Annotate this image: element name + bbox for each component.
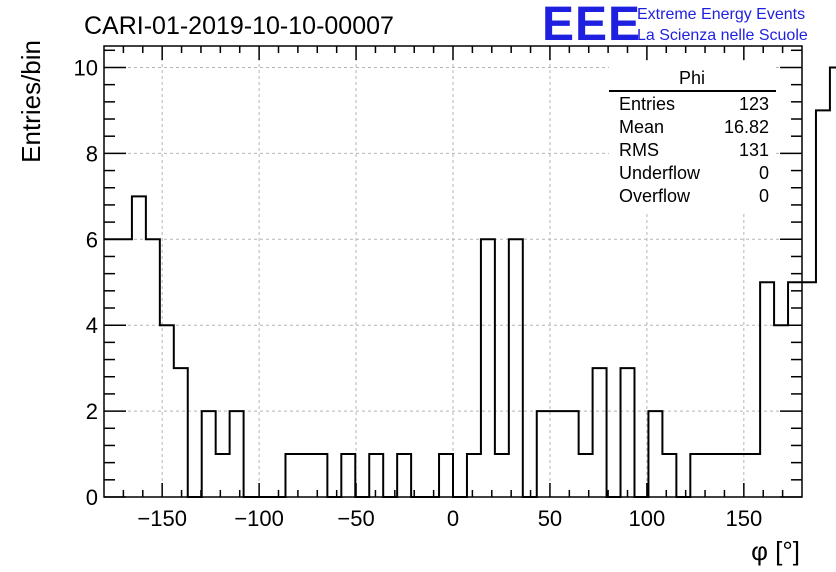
histogram-bin (704, 454, 718, 497)
histogram-bin (132, 196, 146, 497)
histogram-bin (802, 282, 816, 497)
x-axis-label: φ [°] (751, 536, 800, 566)
histogram-bin (593, 368, 607, 497)
histogram-bin (146, 239, 160, 497)
y-tick-label: 10 (74, 55, 98, 80)
stats-row-value: 0 (759, 163, 769, 183)
histogram-bin (579, 454, 593, 497)
logo-line-2: La Scienza nelle Scuole (637, 27, 808, 44)
y-tick-label: 4 (86, 313, 98, 338)
stats-row-value: 16.82 (724, 117, 769, 137)
histogram-bin (746, 454, 760, 497)
stats-row-value: 131 (739, 140, 769, 160)
x-tick-label: 50 (538, 506, 562, 531)
histogram-bin (788, 282, 802, 497)
x-tick-label: −50 (337, 506, 374, 531)
y-tick-label: 2 (86, 399, 98, 424)
histogram-bin (230, 411, 244, 497)
histogram-bin (565, 411, 579, 497)
stats-row-value: 123 (739, 94, 769, 114)
histogram-bin (495, 454, 509, 497)
logo-line-1: Extreme Energy Events (637, 6, 805, 23)
y-tick-label: 0 (86, 485, 98, 510)
x-tick-label: −150 (137, 506, 187, 531)
eee-logo-mark: EEE (542, 0, 641, 51)
x-tick-label: 0 (447, 506, 459, 531)
grid (104, 46, 802, 497)
stats-box-title: Phi (679, 68, 705, 88)
stats-row-label: Overflow (619, 186, 691, 206)
histogram-bin (509, 239, 523, 497)
histogram-bin (648, 411, 662, 497)
histogram-bin (174, 368, 188, 497)
histogram-outline (104, 66, 836, 498)
y-tick-label: 8 (86, 141, 98, 166)
histogram-bin (718, 454, 732, 497)
stats-row-label: RMS (619, 140, 659, 160)
plot-frame (103, 45, 803, 498)
x-tick-label: 100 (629, 506, 666, 531)
histogram-bin (690, 454, 704, 497)
x-tick-labels: −150 −100 −50 0 50 100 150 (137, 506, 762, 531)
histogram-bin (481, 239, 495, 497)
stats-row-label: Entries (619, 94, 675, 114)
histogram-bin (299, 454, 313, 497)
x-tick-label: 150 (725, 506, 762, 531)
x-tick-label: −100 (234, 506, 284, 531)
histogram-bin (104, 239, 118, 497)
histogram-bin (621, 368, 635, 497)
histogram-bin (662, 454, 676, 497)
stats-row-value: 0 (759, 186, 769, 206)
stats-rows: Entries 123 Mean 16.82 RMS 131 Underflow 0 Overf… (619, 94, 769, 206)
stats-row-label: Mean (619, 117, 664, 137)
histogram-bin (760, 282, 774, 497)
histogram-bin (439, 454, 453, 497)
histogram-bin (216, 454, 230, 497)
chart-title: CARI-01-2019-10-10-00007 (84, 12, 394, 40)
stats-row-label: Underflow (619, 163, 701, 183)
y-tick-label: 6 (86, 227, 98, 252)
stats-box: Phi Entries 123 Mean 16.82 RMS 131 Underflow 0 O… (609, 62, 776, 212)
histogram-bin (816, 110, 830, 497)
histogram-bin (397, 454, 411, 497)
histogram-bin (369, 454, 383, 497)
histogram-bin (118, 239, 132, 497)
histogram-bin (313, 454, 327, 497)
stats-box-background (609, 62, 776, 212)
histogram-bin (467, 454, 481, 497)
histogram-bin (830, 67, 836, 497)
histogram-bin (551, 411, 565, 497)
histogram-bin (202, 411, 216, 497)
y-tick-labels: 0 2 4 6 8 10 (74, 55, 98, 510)
y-axis-label: Entries/bin (16, 40, 46, 163)
histogram-bin (341, 454, 355, 497)
histogram-bin (537, 411, 551, 497)
